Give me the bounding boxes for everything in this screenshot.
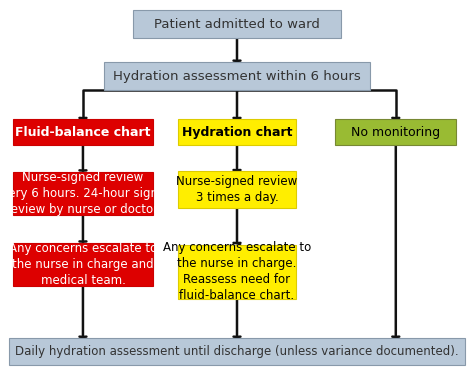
Text: Nurse-signed review
every 6 hours. 24-hour signed
review by nurse or doctor.: Nurse-signed review every 6 hours. 24-ho… [0,171,173,216]
Text: No monitoring: No monitoring [351,126,440,138]
FancyBboxPatch shape [13,172,153,215]
FancyBboxPatch shape [9,338,465,365]
Text: Any concerns escalate to
the nurse in charge and
medical team.: Any concerns escalate to the nurse in ch… [9,242,157,286]
FancyBboxPatch shape [178,119,296,145]
FancyBboxPatch shape [336,119,456,145]
Text: Hydration assessment within 6 hours: Hydration assessment within 6 hours [113,70,361,83]
FancyBboxPatch shape [178,171,296,208]
Text: Nurse-signed review
3 times a day.: Nurse-signed review 3 times a day. [176,175,298,204]
FancyBboxPatch shape [13,243,153,286]
FancyBboxPatch shape [13,119,153,145]
Text: Hydration chart: Hydration chart [182,126,292,138]
Text: Any concerns escalate to
the nurse in charge.
Reassess need for
fluid-balance ch: Any concerns escalate to the nurse in ch… [163,241,311,302]
Text: Fluid-balance chart: Fluid-balance chart [15,126,151,138]
FancyBboxPatch shape [104,62,370,90]
FancyBboxPatch shape [133,10,341,38]
Text: Daily hydration assessment until discharge (unless variance documented).: Daily hydration assessment until dischar… [15,345,459,358]
Text: Patient admitted to ward: Patient admitted to ward [154,18,320,31]
FancyBboxPatch shape [178,245,296,298]
